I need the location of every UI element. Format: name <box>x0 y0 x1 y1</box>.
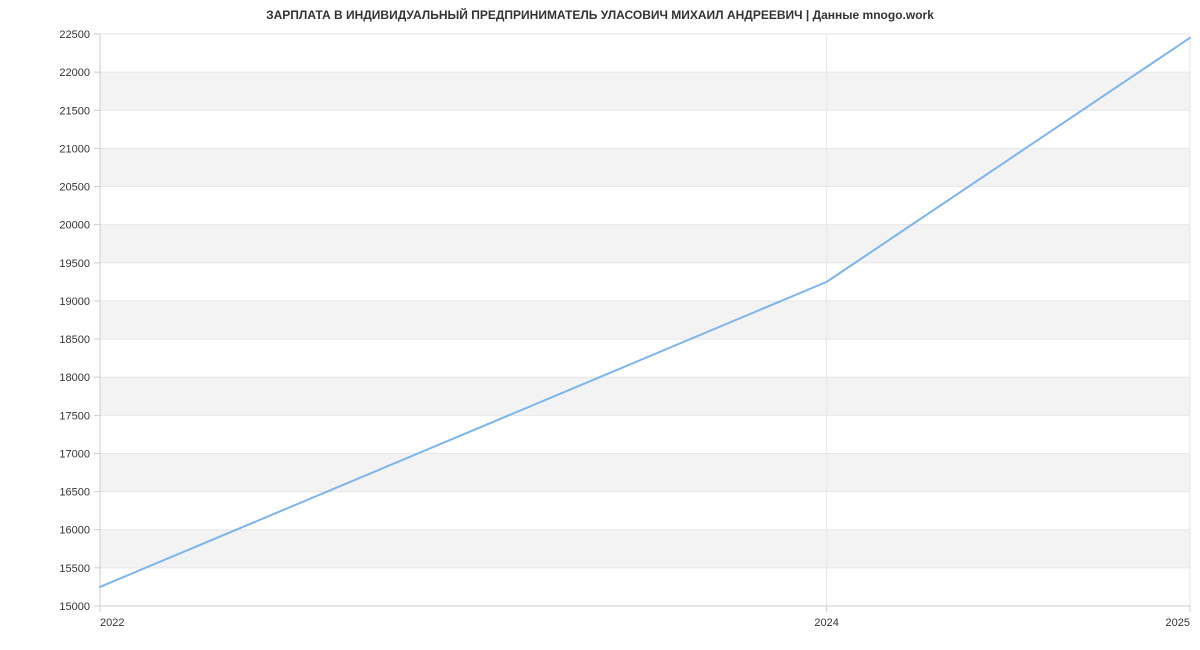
x-tick-label: 2022 <box>100 617 124 629</box>
y-tick-label: 18000 <box>59 372 90 384</box>
salary-chart: ЗАРПЛАТА В ИНДИВИДУАЛЬНЫЙ ПРЕДПРИНИМАТЕЛ… <box>0 0 1200 650</box>
y-tick-label: 15000 <box>59 601 90 613</box>
y-tick-label: 19500 <box>59 258 90 270</box>
y-tick-label: 18500 <box>59 334 90 346</box>
y-tick-label: 22000 <box>59 67 90 79</box>
x-tick-label: 2024 <box>814 617 838 629</box>
y-tick-label: 22500 <box>59 29 90 41</box>
y-tick-label: 19000 <box>59 296 90 308</box>
y-tick-label: 17500 <box>59 410 90 422</box>
y-tick-label: 21000 <box>59 143 90 155</box>
chart-title: ЗАРПЛАТА В ИНДИВИДУАЛЬНЫЙ ПРЕДПРИНИМАТЕЛ… <box>0 8 1200 22</box>
y-tick-label: 16000 <box>59 525 90 537</box>
y-tick-label: 16500 <box>59 487 90 499</box>
y-tick-label: 21500 <box>59 105 90 117</box>
chart-svg: 15000 15500 16000 16500 17000 17500 18000 18500… <box>0 0 1200 650</box>
y-tick-label: 15500 <box>59 563 90 575</box>
x-tick-label: 2025 <box>1166 617 1190 629</box>
y-tick-label: 20000 <box>59 220 90 232</box>
y-tick-label: 17000 <box>59 448 90 460</box>
y-tick-label: 20500 <box>59 182 90 194</box>
